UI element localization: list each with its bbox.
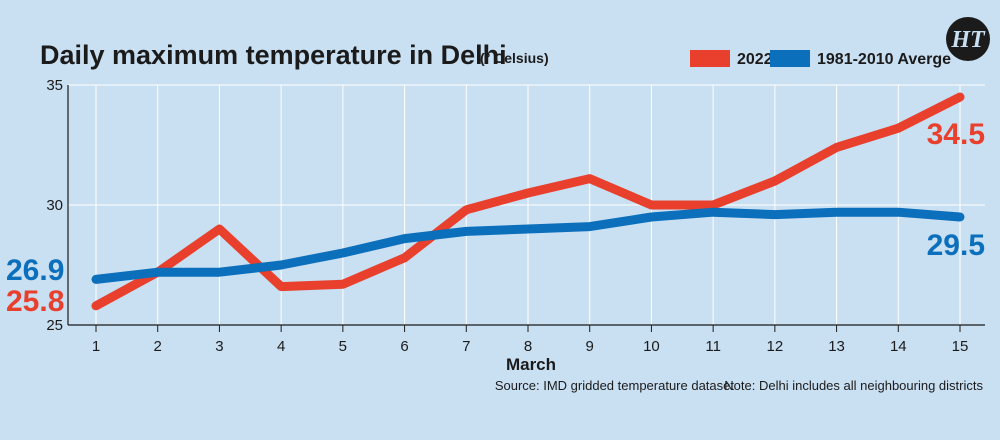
y-tick-label: 25 <box>46 317 63 334</box>
x-tick-label: 9 <box>586 338 594 355</box>
end-label-0: 34.5 <box>927 118 985 151</box>
x-tick-label: 8 <box>524 338 532 355</box>
x-tick-label: 11 <box>705 338 721 355</box>
x-tick-label: 13 <box>828 338 845 355</box>
start-label-1: 26.9 <box>6 254 64 287</box>
start-label-0: 25.8 <box>6 285 64 318</box>
x-tick-label: 4 <box>277 338 285 355</box>
legend-label-average: 1981-2010 Averge <box>817 51 951 68</box>
plot-area: 1 2 3 4 5 6 7 8 9 10 11 12 13 14 1525303534.529.526.92… <box>6 77 985 355</box>
legend-swatch-2022 <box>690 50 730 67</box>
series-line-1 <box>91 207 965 284</box>
ht-logo-text: HT <box>950 27 986 53</box>
x-tick-label: 3 <box>215 338 223 355</box>
x-tick-label: 15 <box>952 338 969 355</box>
districts-note: Note: Delhi includes all neighbouring di… <box>724 378 983 393</box>
legend-swatch-average <box>770 50 810 67</box>
x-tick-label: 5 <box>339 338 347 355</box>
source-note: Source: IMD gridded temperature dataset <box>495 378 735 393</box>
unit-label: (° Celsius) <box>480 50 549 66</box>
x-tick-label: 12 <box>767 338 784 355</box>
x-tick-label: 10 <box>643 338 660 355</box>
x-tick-label: 6 <box>400 338 408 355</box>
legend: 2022 1981-2010 Averge <box>690 50 951 68</box>
y-tick-label: 35 <box>46 77 63 94</box>
x-axis-label: March <box>506 355 556 374</box>
x-tick-label: 7 <box>462 338 470 355</box>
ht-logo: HT <box>946 17 990 61</box>
x-tick-label: 2 <box>154 338 162 355</box>
legend-label-2022: 2022 <box>737 51 773 68</box>
x-tick-label: 14 <box>890 338 907 355</box>
end-label-1: 29.5 <box>927 229 985 262</box>
x-tick-label: 1 <box>92 338 100 355</box>
y-tick-label: 30 <box>46 197 63 214</box>
chart-title: Daily maximum temperature in Delhi <box>40 40 507 70</box>
series-line-0 <box>91 92 965 311</box>
